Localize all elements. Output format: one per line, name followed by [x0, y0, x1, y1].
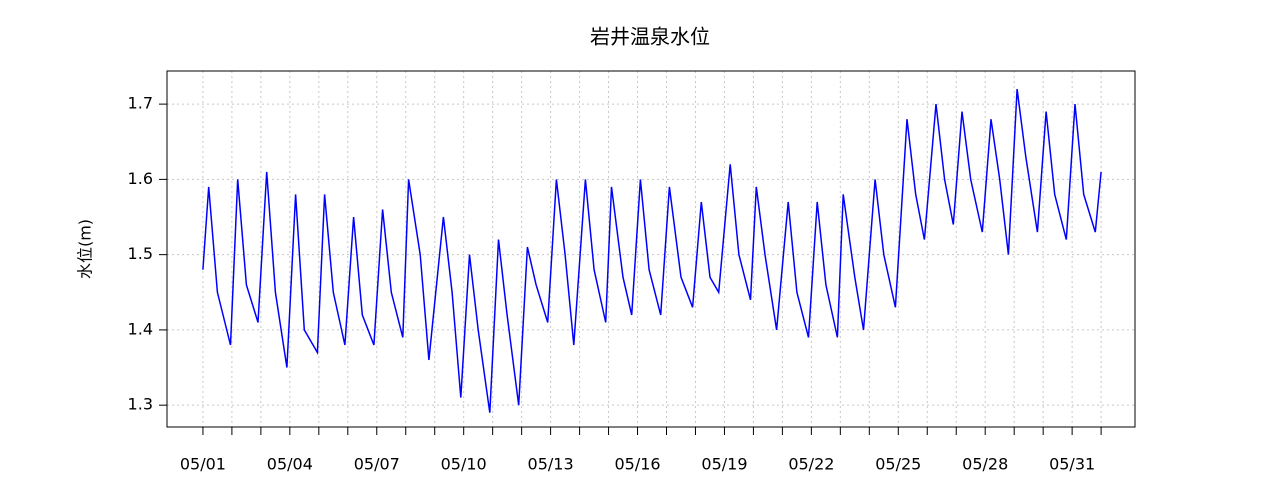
- x-tick-label: 05/28: [962, 455, 1008, 474]
- x-tick-label: 05/07: [354, 455, 400, 474]
- y-tick-label: 1.7: [128, 94, 153, 113]
- plot-frame: [166, 70, 1136, 428]
- x-tick-label: 05/19: [701, 455, 747, 474]
- x-tick-label: 05/31: [1049, 455, 1095, 474]
- y-tick-label: 1.3: [128, 395, 153, 414]
- x-tick-label: 05/04: [267, 455, 313, 474]
- x-tick-label: 05/25: [875, 455, 921, 474]
- x-tick-label: 05/22: [788, 455, 834, 474]
- x-tick-label: 05/10: [441, 455, 487, 474]
- y-tick-label: 1.5: [128, 244, 153, 263]
- x-tick-label: 05/16: [614, 455, 660, 474]
- data-line: [202, 89, 1102, 413]
- x-tick-label: 05/13: [528, 455, 574, 474]
- y-tick-label: 1.4: [128, 319, 153, 338]
- y-tick-label: 1.6: [128, 169, 153, 188]
- chart-title: 岩井温泉水位: [590, 25, 710, 49]
- x-tick-label: 05/01: [180, 455, 226, 474]
- y-axis-label: 水位(m): [76, 219, 95, 279]
